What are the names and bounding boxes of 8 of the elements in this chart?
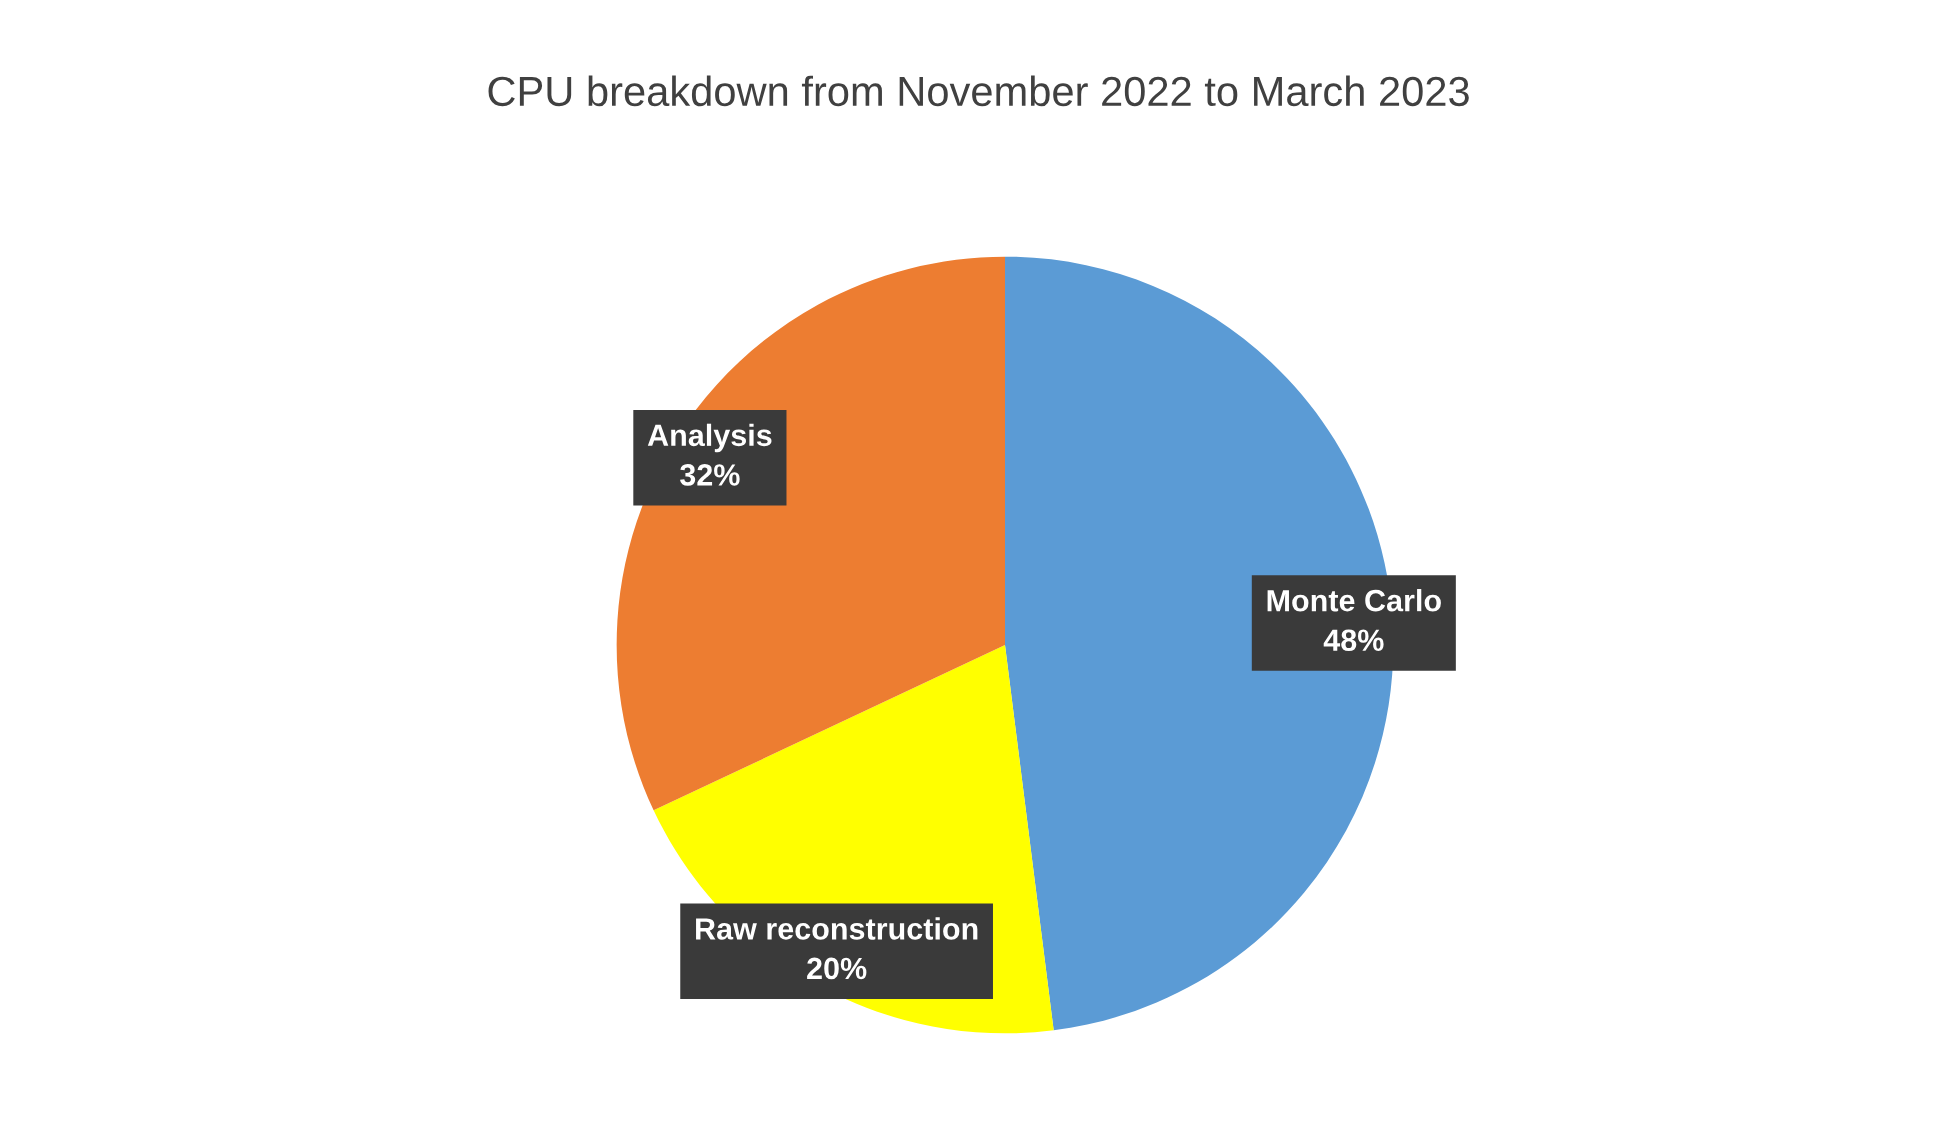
data-label: 20% (807, 957, 867, 980)
slice-label: Raw reconstruction (696, 917, 978, 940)
data-label: 48% (1323, 629, 1384, 652)
slice-label: Monte Carlo (1267, 589, 1441, 612)
data-label: 32% (680, 464, 740, 486)
pie-slice (616, 256, 1005, 811)
chart-title: CPU breakdown from November 2022 to March 2023 (488, 75, 1469, 107)
slice-label: Analysis (647, 423, 772, 453)
